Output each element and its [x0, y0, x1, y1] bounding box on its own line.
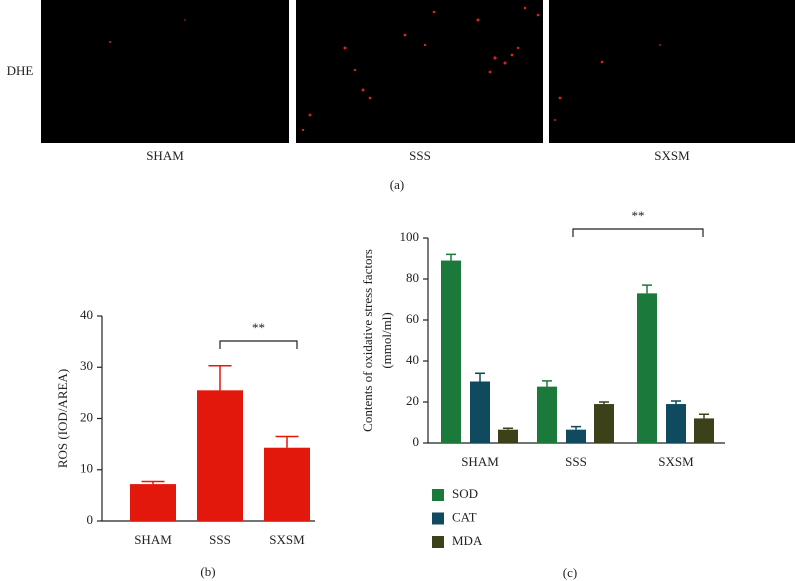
bar [537, 386, 557, 443]
y-tick-label: 80 [406, 270, 419, 285]
bar [666, 404, 686, 443]
bar [264, 447, 310, 521]
red-dots [109, 6, 661, 132]
y-axis-label: Contents of oxidative stress factors [360, 249, 375, 432]
x-tick-label: SHAM [134, 532, 172, 547]
column-label: SSS [409, 148, 431, 163]
legend-swatch [432, 536, 444, 548]
error-bar [671, 400, 681, 405]
y-axis-label: (mmol/ml) [379, 312, 394, 368]
x-tick-label: SXSM [269, 532, 305, 547]
x-tick-label: SXSM [658, 454, 694, 469]
micrograph [41, 0, 289, 143]
y-tick-label: 40 [406, 352, 419, 367]
error-bar [571, 425, 581, 430]
error-bar [699, 413, 709, 419]
error-bar [475, 372, 485, 382]
error-bar [208, 364, 232, 391]
image-row: DHE SHAM SSS SXSM (a) [7, 0, 795, 192]
y-tick-label: 20 [80, 409, 93, 424]
legend-swatch [432, 512, 444, 525]
bar [130, 484, 176, 521]
bar [594, 404, 614, 443]
y-tick-label: 100 [400, 229, 420, 244]
bar [441, 260, 461, 443]
y-tick-label: 30 [80, 358, 93, 373]
error-bar [542, 380, 552, 387]
bar [197, 390, 243, 521]
bar [498, 429, 518, 443]
panel-caption: (c) [563, 565, 577, 580]
legend-label: CAT [452, 509, 477, 524]
micrograph [549, 0, 795, 143]
error-bar [599, 401, 609, 405]
y-tick-label: 0 [413, 434, 420, 449]
panel-caption: (a) [390, 177, 404, 192]
panel-caption: (b) [200, 564, 215, 579]
y-tick-label: 10 [80, 461, 93, 476]
micrograph [296, 0, 543, 143]
column-label: SXSM [654, 148, 690, 163]
error-bar [503, 427, 513, 430]
bar [470, 381, 490, 443]
y-tick-label: 60 [406, 311, 419, 326]
x-tick-label: SSS [209, 532, 231, 547]
y-axis-label: ROS (IOD/AREA) [55, 369, 70, 468]
legend-label: SOD [452, 486, 478, 501]
x-tick-label: SSS [565, 454, 587, 469]
error-bar [275, 435, 299, 448]
bar [566, 429, 586, 443]
significance-label: ** [252, 320, 265, 335]
error-bar [642, 284, 652, 294]
legend-label: MDA [452, 533, 483, 548]
bar [637, 293, 657, 443]
bar [694, 418, 714, 443]
error-bar [446, 253, 456, 261]
y-tick-label: 20 [406, 393, 419, 408]
significance-bracket [572, 228, 704, 237]
legend-swatch [432, 489, 444, 501]
significance-label: ** [632, 208, 645, 223]
column-label: SHAM [146, 148, 184, 163]
y-tick-label: 40 [80, 307, 93, 322]
significance-bracket [219, 340, 298, 349]
error-bar [141, 480, 165, 485]
x-tick-label: SHAM [461, 454, 499, 469]
y-tick-label: 0 [87, 512, 94, 527]
row-label: DHE [7, 63, 34, 78]
